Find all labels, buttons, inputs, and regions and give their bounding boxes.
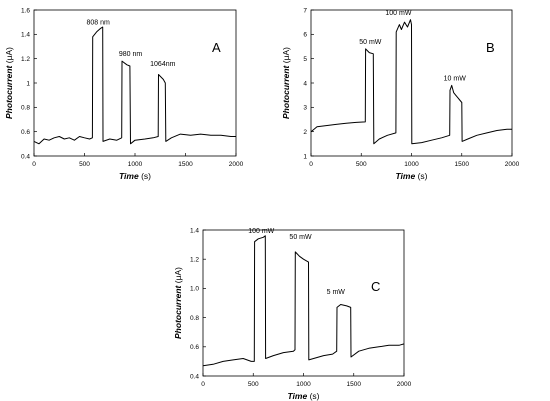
panel-c-x-tick-label: 1500 — [347, 381, 362, 388]
panel-a-x-tick-label: 500 — [79, 161, 90, 168]
panel-c-y-tick-label: 0.4 — [190, 373, 199, 380]
panel-a-y-axis-label: Photocurrent (μA) — [4, 47, 14, 119]
panel-a-x-tick-label: 1000 — [128, 161, 143, 168]
panel-b-x-axis-unit: (s) — [418, 171, 428, 181]
panel-c-annotation: 5 mW — [327, 289, 346, 296]
panel-a-x-axis-unit: (s) — [141, 171, 151, 181]
panel-b-letter: B — [486, 40, 495, 55]
panel-b-annotation: 10 mW — [444, 76, 467, 83]
panel-a-y-tick-label: 0.4 — [21, 153, 30, 160]
panel-b-x-tick-label: 1500 — [455, 161, 470, 168]
panel-a-y-tick-label: 1.2 — [21, 56, 30, 63]
panel-c: 0.4 0.6 0.8 1.0 1.2 1.4 0 500 1000 1500 2000 100 mW… — [173, 227, 412, 401]
panel-a-y-tick-label: 1.4 — [21, 32, 30, 39]
panel-c-x-tick-label: 1000 — [296, 381, 311, 388]
panel-b-annotation: 100 mW — [385, 10, 411, 17]
panel-c-x-tick-label: 500 — [248, 381, 259, 388]
panel-a-y-tick-label: 1.6 — [21, 7, 30, 14]
panel-c-y-tick-label: 1.2 — [190, 257, 199, 264]
panel-b-x-tick-label: 500 — [356, 161, 367, 168]
panel-b-y-tick-label: 2 — [303, 129, 307, 136]
panel-a-y-tick-label: 1 — [26, 80, 30, 87]
panel-b-x-tick-label: 1000 — [404, 161, 419, 168]
panel-a-photocurrent-line — [33, 26, 236, 145]
panel-c-x-tick-label: 0 — [201, 381, 205, 388]
panel-a-letter: A — [212, 40, 221, 55]
panel-b-y-tick-label: 7 — [303, 7, 307, 14]
panel-a-annotation: 1064nm — [150, 61, 175, 68]
panel-b-annotation: 50 mW — [359, 39, 382, 46]
panel-b-y-tick-label: 4 — [303, 80, 307, 87]
panel-c-x-axis-label: Time (s) — [288, 391, 320, 401]
panel-b-y-tick-label: 1 — [303, 153, 307, 160]
panel-a: 0.4 0.6 0.8 1 1.2 1.4 1.6 0 500 1000 1500 2000 808 n… — [4, 7, 244, 181]
panel-a-y-axis-unit: (μA) — [4, 47, 14, 63]
panel-c-y-tick-label: 0.6 — [190, 344, 199, 351]
panel-c-x-tick-label: 2000 — [397, 381, 412, 388]
panel-b-y-tick-label: 6 — [303, 32, 307, 39]
panel-b-y-tick-label: 3 — [303, 105, 307, 112]
panel-c-y-tick-label: 1.4 — [190, 227, 199, 234]
panel-b-photocurrent-line — [310, 19, 512, 145]
panel-c-x-axis-unit: (s) — [310, 391, 320, 401]
panel-a-frame — [33, 9, 237, 157]
panel-a-x-tick-label: 1500 — [178, 161, 193, 168]
panel-b-y-axis-label: Photocurrent (μA) — [281, 47, 291, 119]
panel-b: 1 2 3 4 5 6 7 0 500 1000 1500 2000 50 mW 100 mW 10 mW B… — [281, 7, 520, 181]
panel-c-y-tick-label: 0.8 — [190, 315, 199, 322]
panel-a-x-tick-label: 2000 — [229, 161, 244, 168]
panel-b-x-tick-label: 0 — [309, 161, 313, 168]
panel-b-x-axis-label: Time (s) — [396, 171, 428, 181]
panel-c-annotation: 100 mW — [248, 228, 274, 235]
panel-b-x-tick-label: 2000 — [505, 161, 520, 168]
panel-c-y-axis-unit: (μA) — [173, 267, 183, 283]
panel-c-annotation: 50 mW — [289, 234, 312, 241]
panel-a-y-tick-label: 0.8 — [21, 105, 30, 112]
panel-a-y-tick-label: 0.6 — [21, 129, 30, 136]
panel-c-frame — [202, 229, 405, 377]
panel-b-y-axis-unit: (μA) — [281, 47, 291, 63]
panel-c-y-axis-label: Photocurrent (μA) — [173, 267, 183, 339]
panel-a-x-axis-label: Time (s) — [119, 171, 151, 181]
panel-a-annotation: 980 nm — [119, 51, 143, 58]
panel-a-annotation: 808 nm — [87, 20, 111, 27]
panel-a-x-tick-label: 0 — [32, 161, 36, 168]
panel-b-y-tick-label: 5 — [303, 56, 307, 63]
panel-c-letter: C — [371, 279, 380, 294]
panel-c-y-tick-label: 1.0 — [190, 286, 199, 293]
panel-c-photocurrent-line — [202, 235, 405, 367]
